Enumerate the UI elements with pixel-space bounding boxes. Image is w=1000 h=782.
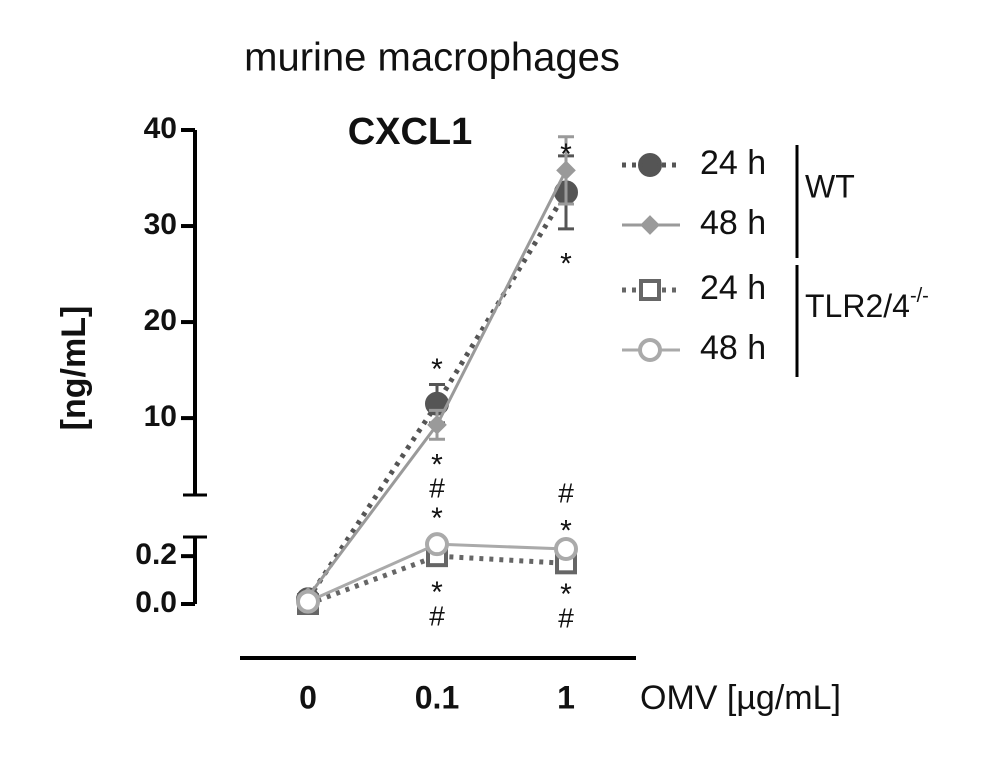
series-line [307,553,567,607]
annotation: * [560,248,572,281]
legend-group-text: WT [805,169,855,205]
annotation: * [431,576,443,609]
legend-label: 24 h [700,144,766,182]
legend-marker [639,279,661,301]
x-axis-label: OMV [µg/mL] [640,679,841,717]
legend-label: 24 h [700,269,766,307]
annotation: # [558,478,574,509]
legend-item: 48 h [622,329,766,367]
y-tick-label: 30 [144,208,177,241]
chart-title: murine macrophages [244,36,620,80]
marker [556,160,576,181]
annotation: # [558,602,574,633]
y-tick-label: 20 [144,304,177,337]
annotation: * [431,448,443,481]
legend-group-label: TLR2/4-/- [805,285,929,324]
legend-marker [638,153,662,177]
legend-marker [638,338,662,362]
legend-group-sup: -/- [910,285,929,307]
x-tick-label: 0 [299,679,317,715]
legend-label: 48 h [700,329,766,367]
annotation: * [431,502,443,535]
legend-label: 48 h [700,204,766,242]
y-tick-label: 0.0 [135,586,177,619]
annotation: * [431,353,443,386]
marker [296,589,320,614]
y-axis-label: [ng/mL] [55,306,93,431]
annotation: * [560,138,572,171]
marker [554,536,578,561]
annotation: # [429,600,445,631]
y-tick-label: 40 [144,112,177,145]
x-tick-label: 1 [557,679,575,715]
legend-item: 24 h [622,144,766,182]
marker [427,414,447,435]
chart-subtitle: CXCL1 [348,111,473,153]
annotation: * [560,514,572,547]
legend-item: 48 h [622,204,766,242]
y-tick-label: 10 [144,400,177,433]
annotation: * [560,578,572,611]
legend-group-label: WT [805,169,855,205]
legend-marker [640,215,660,235]
legend-item: 24 h [622,269,766,307]
x-tick-label: 0.1 [415,679,459,715]
annotation: # [429,473,445,504]
y-tick-label: 0.2 [135,538,177,571]
legend-group-text: TLR2/4 [805,288,910,324]
marker [425,532,449,557]
